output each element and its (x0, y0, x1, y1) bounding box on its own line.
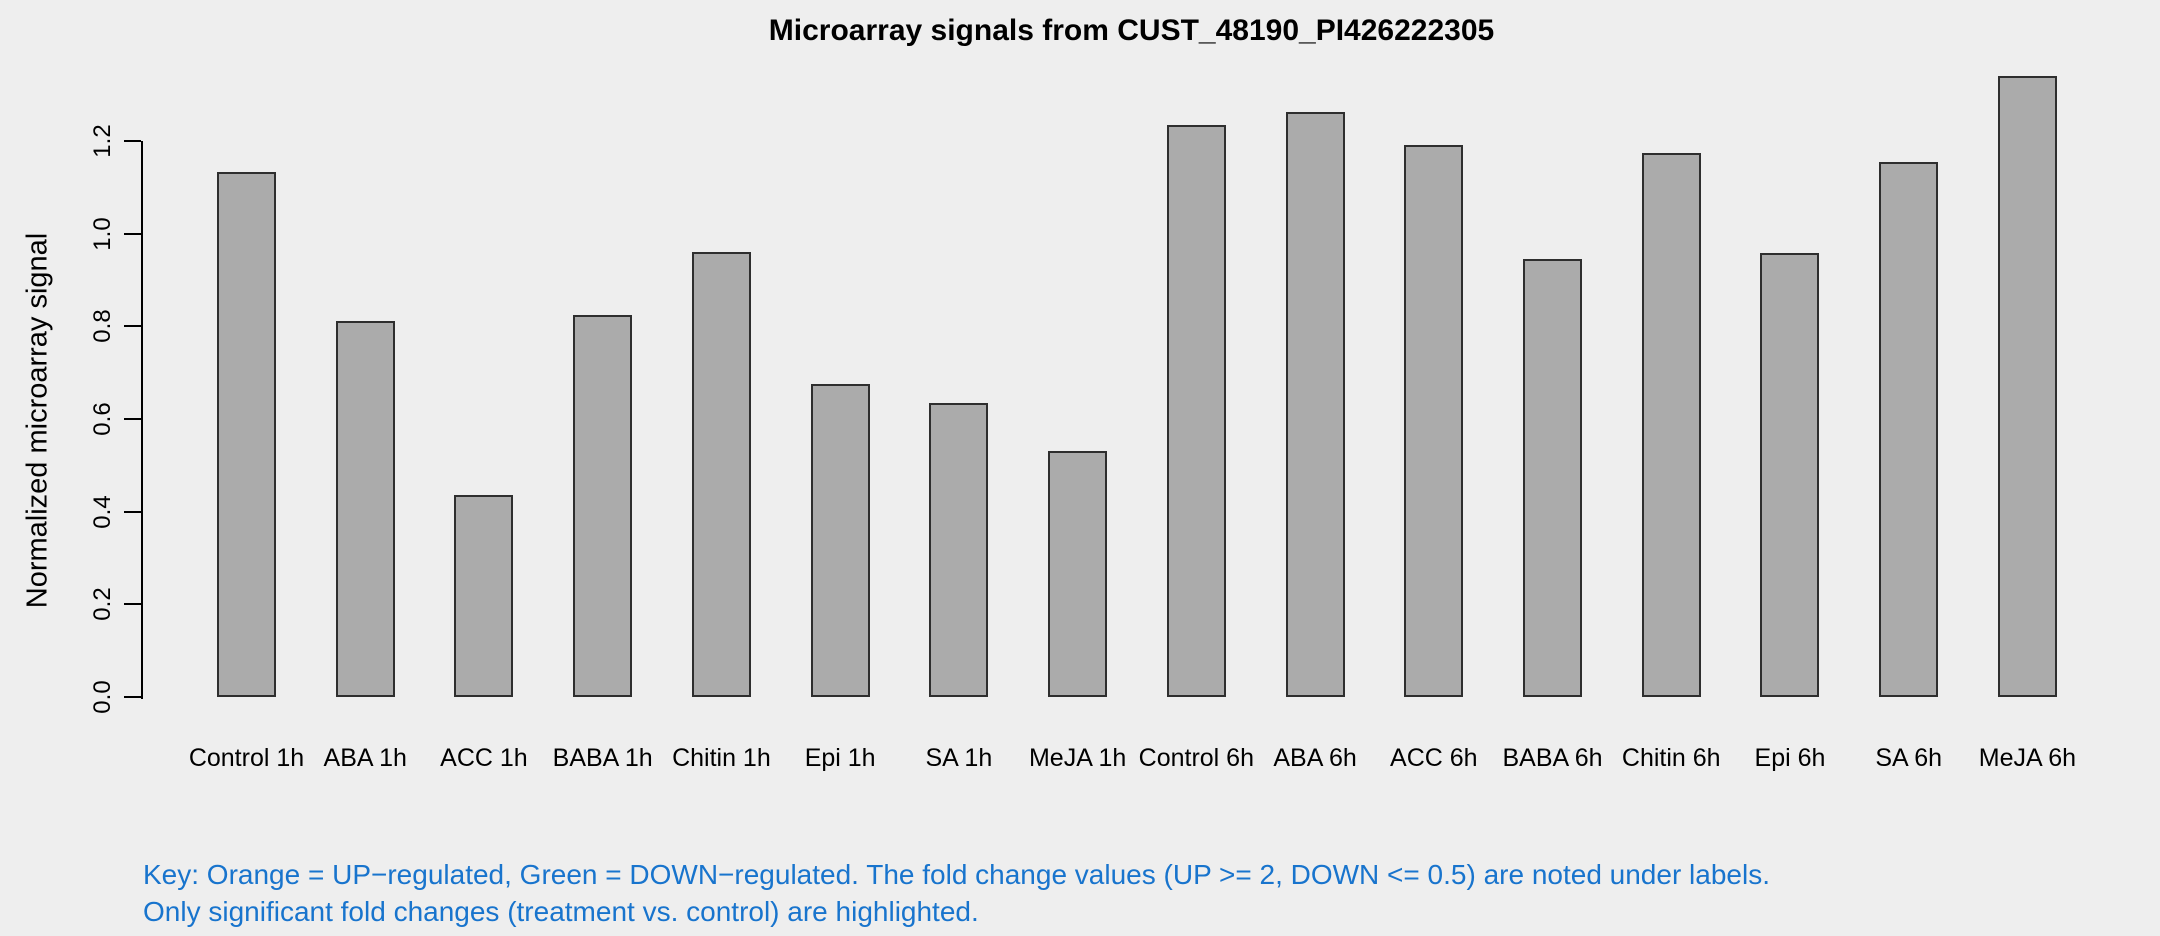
x-axis-label: ACC 6h (1390, 744, 1478, 772)
bar-acc-6h (1404, 145, 1464, 697)
x-axis-label: ABA 1h (323, 744, 407, 772)
x-axis-label: Epi 1h (804, 744, 876, 772)
bar-sa-1h (929, 402, 989, 697)
bar-meja-6h (1997, 76, 2057, 697)
bar-baba-1h (573, 314, 633, 697)
x-axis-label: Chitin 1h (672, 744, 771, 772)
x-axis-label: Control 1h (188, 744, 305, 772)
bar-epi-1h (810, 384, 870, 697)
x-axis-label: Chitin 6h (1621, 744, 1721, 772)
y-axis-title: Normalized microarray signal (21, 232, 54, 609)
y-axis-tick-label: 1.2 (89, 124, 116, 158)
y-axis-tick (124, 510, 141, 513)
bar-baba-6h (1523, 258, 1583, 697)
chart-title: Microarray signals from CUST_48190_PI426… (768, 14, 1495, 47)
y-axis-tick (124, 232, 141, 235)
bar-control-1h (217, 171, 276, 697)
y-axis-line (141, 140, 143, 699)
x-axis-label: BABA 6h (1502, 744, 1603, 772)
x-axis-label: Epi 6h (1754, 744, 1826, 772)
bar-aba-1h (335, 320, 395, 697)
key-footnote-line1: Key: Orange = UP−regulated, Green = DOWN… (143, 859, 1770, 890)
x-axis-label: ACC 1h (440, 744, 528, 772)
key-footnote: Key: Orange = UP−regulated, Green = DOWN… (143, 856, 1770, 930)
bar-acc-1h (454, 495, 514, 697)
bar-chitin-1h (691, 252, 751, 697)
bar-chitin-6h (1641, 152, 1701, 697)
y-axis-tick (124, 139, 141, 142)
y-axis-tick (124, 417, 141, 420)
bar-meja-1h (1048, 451, 1108, 697)
x-axis-label: ABA 6h (1273, 744, 1357, 772)
bar-aba-6h (1285, 112, 1345, 697)
bar-sa-6h (1879, 161, 1939, 697)
bar-epi-6h (1760, 252, 1820, 697)
x-axis-label: MeJA 6h (1978, 744, 2077, 772)
x-axis-label: Control 6h (1138, 744, 1254, 772)
x-axis-label: SA 6h (1875, 744, 1943, 772)
y-axis-tick (124, 325, 141, 328)
x-axis-label: BABA 1h (552, 744, 653, 772)
y-axis-tick (124, 603, 141, 606)
bar-control-6h (1166, 125, 1226, 697)
x-axis-label: MeJA 1h (1028, 744, 1127, 772)
key-footnote-line2: Only significant fold changes (treatment… (143, 896, 979, 927)
x-axis-label: SA 1h (925, 744, 993, 772)
y-axis-tick (124, 696, 141, 698)
